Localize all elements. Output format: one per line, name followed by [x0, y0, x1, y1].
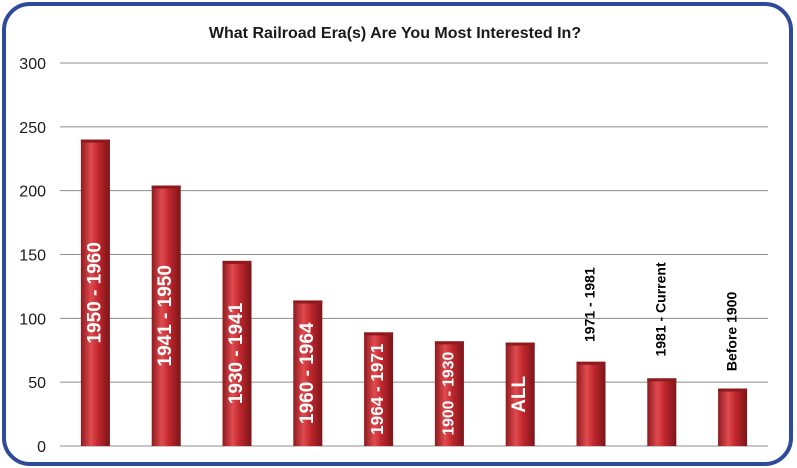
y-tick-label: 0: [37, 439, 46, 456]
bar: [505, 342, 535, 446]
bar-cap: [718, 388, 748, 392]
bar: [718, 388, 748, 446]
bar-cap: [222, 260, 252, 264]
bar-cap: [647, 378, 677, 382]
bar: [222, 260, 252, 446]
y-axis-ticks: 0 50 100 150 200 250 300: [19, 56, 46, 456]
y-tick-label: 250: [19, 120, 46, 137]
bar-label: 1960 - 1964: [297, 322, 318, 424]
bar-label: 1981 - Current: [653, 262, 669, 356]
bar: [80, 139, 110, 446]
bar-labels: 1950 - 1960 1941 - 1950 1930 - 1941 1960 - …: [84, 242, 739, 435]
bar: [576, 361, 606, 446]
bar: [434, 341, 464, 446]
bar: [151, 185, 181, 446]
bar-cap: [293, 300, 323, 304]
chart-title: What Railroad Era(s) Are You Most Intere…: [209, 25, 581, 42]
bar-label: 1930 - 1941: [226, 302, 247, 404]
bars: [80, 139, 748, 446]
bar-cap: [576, 361, 606, 365]
bar-label: 1900 - 1930: [441, 352, 458, 436]
y-tick-label: 150: [19, 248, 46, 265]
y-tick-label: 100: [19, 311, 46, 328]
bar-label: ALL: [509, 375, 530, 412]
y-tick-label: 200: [19, 184, 46, 201]
bar-cap: [505, 342, 535, 346]
bar-label: 1941 - 1950: [155, 265, 176, 366]
bar: [293, 300, 323, 446]
bar-label: 1964 - 1971: [368, 343, 387, 435]
y-tick-label: 300: [19, 56, 46, 73]
bar-cap: [151, 185, 181, 189]
bar-cap: [434, 341, 464, 345]
bar: [364, 332, 394, 446]
y-tick-label: 50: [28, 375, 46, 392]
bar-label: Before 1900: [723, 292, 739, 372]
bar-label: 1950 - 1960: [84, 242, 105, 343]
bar-label: 1971 - 1981: [582, 267, 598, 342]
bar: [647, 378, 677, 446]
bar-cap: [80, 139, 110, 143]
bar-cap: [364, 332, 394, 336]
